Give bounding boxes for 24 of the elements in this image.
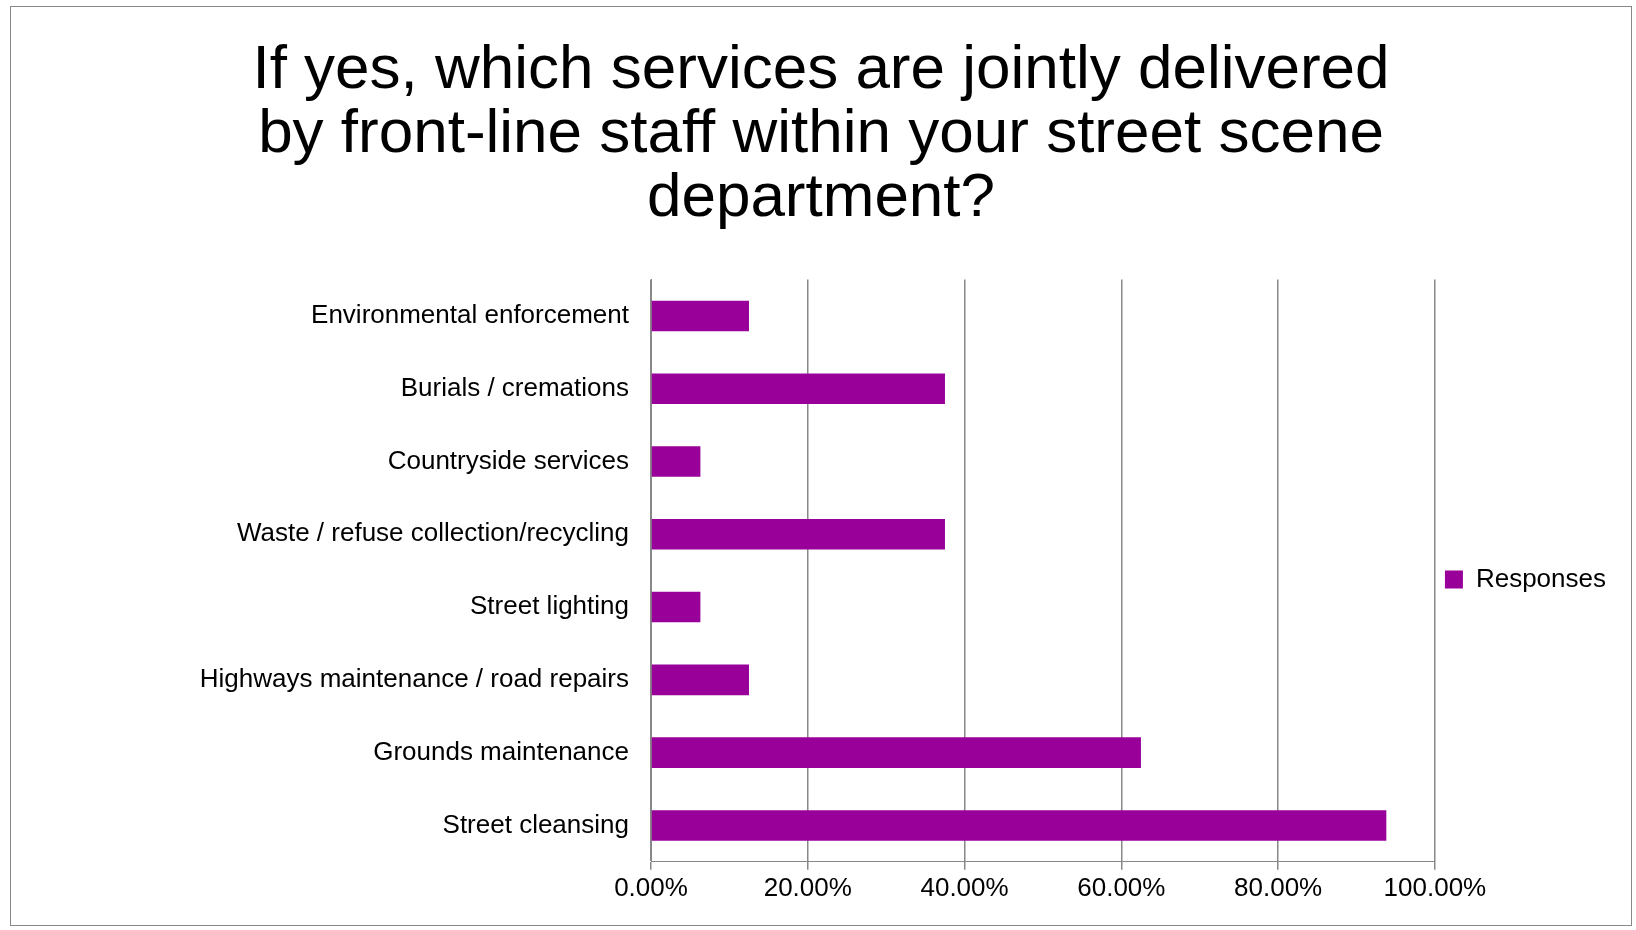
bar (651, 664, 749, 696)
bar (651, 737, 1141, 768)
bar (651, 591, 701, 623)
y-tick-label: Street cleansing (442, 808, 629, 839)
x-tick-label: 0.00% (614, 871, 688, 902)
bar (651, 519, 945, 550)
bar (651, 446, 701, 477)
y-tick-label: Highways maintenance / road repairs (199, 663, 629, 694)
x-tick-label: 100.00% (1383, 871, 1487, 902)
y-tick-label: Street lighting (470, 590, 629, 621)
y-tick-label: Waste / refuse collection/recycling (236, 517, 629, 548)
chart-title: If yes, which services are jointly delivered by front-line staff within your street scene department? (251, 32, 1391, 229)
bar (651, 373, 945, 405)
legend-label: Responses (1475, 562, 1606, 593)
bar (651, 810, 1387, 841)
x-tick-label: 40.00% (920, 871, 1009, 902)
bar (651, 300, 749, 332)
x-tick-label: 20.00% (763, 871, 852, 902)
x-tick-label: 80.00% (1234, 871, 1323, 902)
y-tick-label: Environmental enforcement (311, 299, 630, 330)
y-tick-label: Burials / cremations (400, 371, 629, 402)
y-tick-label: Countryside services (387, 444, 629, 475)
y-tick-label: Grounds maintenance (373, 735, 629, 766)
x-tick-label: 60.00% (1077, 871, 1166, 902)
